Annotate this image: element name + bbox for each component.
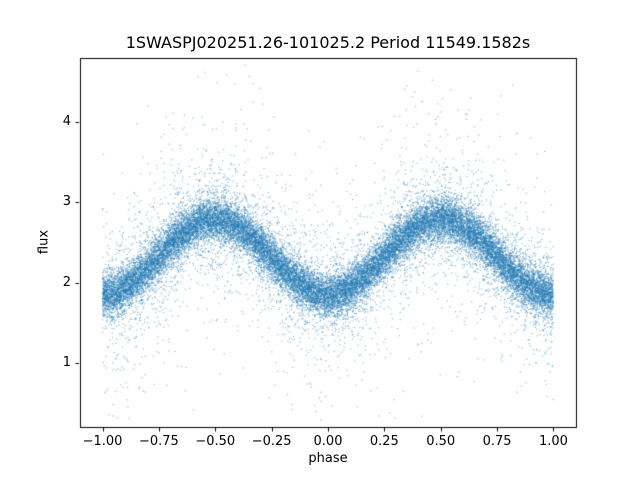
- x-tick-label: −0.75: [138, 434, 179, 449]
- y-tick-label: 4: [62, 114, 71, 130]
- x-tick-label: 0.75: [482, 434, 512, 449]
- y-tick-label: 2: [62, 274, 71, 290]
- y-tick-label: 1: [62, 354, 71, 370]
- x-axis-label: phase: [308, 451, 348, 466]
- x-tick-label: −0.25: [251, 434, 292, 449]
- x-tick-label: 0.25: [369, 434, 399, 449]
- x-tick-label: 0.50: [426, 434, 456, 449]
- chart-title: 1SWASPJ020251.26-101025.2 Period 11549.1…: [125, 33, 531, 52]
- y-tick-label: 3: [62, 194, 71, 210]
- y-axis-label: flux: [36, 229, 52, 255]
- x-tick-label: 1.00: [538, 434, 568, 449]
- x-tick-label: 0.00: [313, 434, 343, 449]
- x-tick-label: −1.00: [82, 434, 123, 449]
- x-tick-label: −0.50: [195, 434, 236, 449]
